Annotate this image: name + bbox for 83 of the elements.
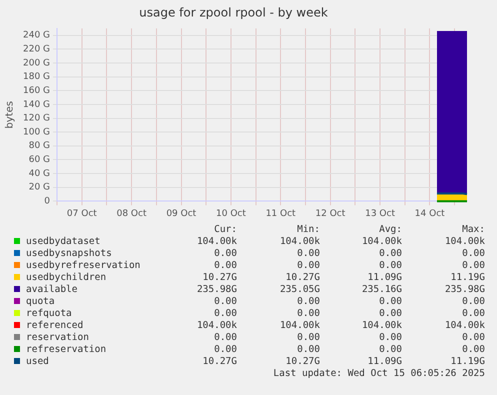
x-tick-label: 11 Oct [266,208,296,219]
text: 0.00 [297,248,320,259]
text: 10.27G [286,356,320,367]
text: 0.00 [379,308,402,319]
y-tick-label: 0 [44,196,50,207]
text: 104.00k [196,236,237,247]
text: Cur: [214,224,237,235]
text: 235.16G [362,284,402,295]
legend-label: refquota [26,308,72,319]
text: 104.00k [444,320,485,331]
text: 104.00k [362,236,402,247]
text: 0.00 [462,260,485,271]
text: 0.00 [379,344,402,355]
text: 0.00 [297,260,320,271]
legend-label: usedbysnapshots [26,248,112,259]
text: 11.19G [450,272,485,283]
text: 10.27G [202,356,237,367]
x-tick-label: 13 Oct [365,208,396,219]
text: 104.00k [196,320,237,331]
y-tick-label: 40 G [28,168,50,179]
text: 0.00 [297,332,320,343]
text: 104.00k [280,236,320,247]
text: 104.00k [362,320,402,331]
text: 0.00 [462,296,485,307]
x-tick-label: 14 Oct [414,208,446,219]
text: 235.05G [280,284,320,295]
text: 0.00 [214,248,237,259]
y-tick-label: 60 G [28,155,50,166]
text: 0.00 [462,332,485,343]
legend-label: usedbychildren [26,272,106,283]
legend-label: reservation [26,332,89,343]
y-tick-label: 220 G [23,44,50,54]
text: Avg: [379,224,402,235]
text: Last update: Wed Oct 15 06:05:26 2025 [273,368,485,379]
y-tick-label: 240 G [23,30,50,41]
text: 0.00 [297,344,320,355]
text: 11.09G [368,356,402,367]
text: 0.00 [379,248,402,259]
x-tick-label: 09 Oct [166,208,197,219]
text: 235.98G [444,284,485,295]
x-tick-label: 12 Oct [315,208,346,219]
text: 11.19G [450,356,485,367]
legend-label: refreservation [26,344,106,355]
text: 235.98G [196,284,237,295]
text: 0.00 [379,332,402,343]
legend-label: used [26,356,49,367]
y-tick-label: 200 G [23,58,50,68]
text: Max: [462,224,485,235]
text: 0.00 [462,308,485,319]
text: 0.00 [379,260,402,271]
text: 0.00 [462,344,485,355]
y-tick-label: 100 G [23,127,50,138]
text: 104.00k [280,320,320,331]
chart-title: usage for zpool rpool - by week [139,5,328,20]
text: 0.00 [297,308,320,319]
y-tick-label: 120 G [23,114,50,124]
text: 104.00k [444,236,485,247]
y-tick-label: 20 G [28,182,50,193]
text: 0.00 [379,296,402,307]
text: 0.00 [297,296,320,307]
text: 10.27G [202,272,237,283]
text: 0.00 [214,296,237,307]
legend-label: usedbydataset [26,236,100,247]
text: 0.00 [214,260,237,271]
text: 0.00 [462,248,485,259]
y-axis-title: bytes [4,101,16,129]
legend-label: referenced [26,320,84,331]
text: 10.27G [286,272,320,283]
legend-label: quota [26,296,55,307]
text: 0.00 [214,332,237,343]
text: 0.00 [214,344,237,355]
legend-label: available [26,284,78,295]
text: Min: [297,224,320,235]
x-tick-label: 07 Oct [66,208,98,219]
text: 0.00 [214,308,237,319]
text: 11.09G [368,272,402,283]
x-tick-label: 08 Oct [116,208,147,219]
x-tick-label: 10 Oct [216,208,246,219]
y-tick-label: 140 G [23,100,50,110]
y-tick-label: 160 G [23,86,50,96]
legend-label: usedbyrefreservation [26,260,140,271]
y-tick-label: 80 G [28,141,50,152]
y-tick-label: 180 G [23,72,50,82]
